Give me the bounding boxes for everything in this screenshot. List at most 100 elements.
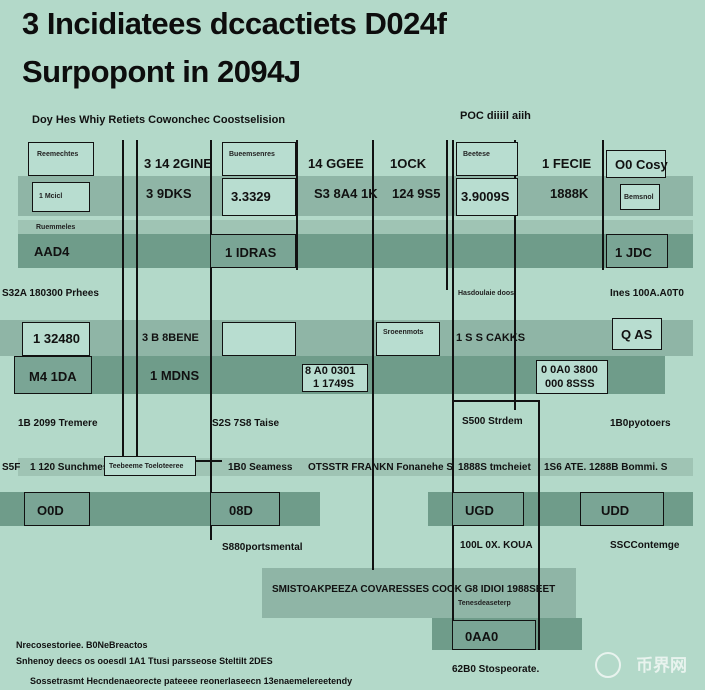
node-box: Teebeeme Toeloteeree bbox=[104, 456, 196, 476]
node-box: 08D bbox=[210, 492, 280, 526]
row-label: S500 Strdem bbox=[462, 416, 523, 427]
side-label-left: S32A 180300 Prhees bbox=[2, 288, 99, 299]
node-label: 3.3329 bbox=[231, 189, 271, 204]
connector-line bbox=[452, 400, 538, 402]
side-label-mid: Hasdoulaie doos bbox=[458, 290, 515, 297]
row-label: S880portsmental bbox=[222, 542, 303, 553]
node-box: 1 IDRAS bbox=[210, 234, 296, 268]
footer-right-label: 62B0 Stospeorate. bbox=[452, 664, 540, 675]
row-label: S2S 7S8 Taise bbox=[212, 418, 280, 429]
node-box bbox=[222, 322, 296, 356]
row-label: S5F bbox=[2, 462, 21, 473]
node-box: Reemechtes bbox=[28, 142, 94, 176]
node-label: Bueemsenres bbox=[229, 151, 275, 158]
node-label: Beetese bbox=[463, 151, 490, 158]
node-box: Bemsnol bbox=[620, 184, 660, 210]
node-box: Sroeenmots bbox=[376, 322, 440, 356]
node-box: O0 Cosy bbox=[606, 150, 668, 178]
title-line-2: Surpopont in 2094J bbox=[22, 54, 301, 89]
node-label: O0D bbox=[37, 503, 64, 518]
node-label: AAD4 bbox=[34, 244, 70, 259]
header-left-label: Doy Hes Whiy Retiets Cowonchec Coostseli… bbox=[32, 114, 286, 126]
node-label: 0 0A0 3800 bbox=[541, 364, 598, 376]
node-label: 3 9DKS bbox=[146, 186, 192, 201]
node-label: O0 Cosy bbox=[615, 157, 668, 172]
node-label: UDD bbox=[601, 503, 630, 518]
node-box: UDD bbox=[580, 492, 664, 526]
node-box: M4 1DA bbox=[14, 356, 92, 394]
node-box: 0AA0 bbox=[452, 620, 536, 650]
node-box: O0D bbox=[24, 492, 90, 526]
node-box: 0 0A0 3800 000 8SSS bbox=[536, 360, 608, 394]
node-label: 1 IDRAS bbox=[225, 245, 277, 260]
node-label: Q AS bbox=[621, 327, 653, 342]
footer-line: Snhenoy deecs os ooesdl 1A1 Ttusi parsse… bbox=[16, 656, 273, 666]
node-label: 1888K bbox=[550, 186, 589, 201]
node-box: Beetese bbox=[456, 142, 518, 176]
row-label: SMISTOAKPEEZA COVARESSES COOK G8 IDIOI 1… bbox=[272, 584, 556, 595]
node-box: 1 Mcicl bbox=[32, 182, 90, 212]
node-box: UGD bbox=[452, 492, 524, 526]
node-label: Reemechtes bbox=[37, 151, 79, 158]
node-box: 1 32480 bbox=[22, 322, 90, 356]
connector-line bbox=[602, 140, 604, 270]
node-label: Bemsnol bbox=[624, 194, 654, 201]
footer-line: Nrecosestoriee. B0NeBreactos bbox=[16, 640, 148, 650]
node-label: 1 Mcicl bbox=[39, 193, 63, 200]
node-label: 8 A0 0301 bbox=[305, 365, 356, 377]
connector-line bbox=[210, 140, 212, 540]
node-box: 1 JDC bbox=[606, 234, 668, 268]
header-right-label: POC diiiil aiih bbox=[460, 110, 531, 122]
row-label: 100L 0X. KOUA bbox=[460, 540, 533, 551]
row-label: 1888S tmcheiet bbox=[458, 462, 531, 473]
node-label: 1 32480 bbox=[33, 331, 80, 346]
band-row-2 bbox=[18, 176, 693, 216]
row-label: 1B0 Seamess bbox=[228, 462, 293, 473]
node-label: S3 8A4 1K bbox=[314, 186, 378, 201]
connector-line bbox=[446, 140, 448, 290]
node-label: 14 GGEE bbox=[308, 156, 364, 171]
connector-line bbox=[122, 140, 124, 460]
band-row-11 bbox=[262, 568, 576, 618]
node-label: 1 1749S bbox=[313, 378, 354, 390]
title-line-1: 3 Incidiatees dccactiets D024f bbox=[22, 6, 447, 41]
node-label: 1 JDC bbox=[615, 245, 652, 260]
node-label: Ruemmeles bbox=[36, 224, 76, 231]
watermark-logo-icon bbox=[595, 652, 621, 678]
row-label: SSCContemge bbox=[610, 540, 680, 551]
connector-line bbox=[136, 140, 138, 460]
node-label: Teebeeme Toeloteeree bbox=[109, 463, 184, 470]
node-label: M4 1DA bbox=[29, 369, 77, 384]
node-label: 124 9S5 bbox=[392, 186, 441, 201]
node-label: 1OCK bbox=[390, 156, 427, 171]
node-label: 3 14 2GINE bbox=[144, 156, 212, 171]
node-label: 08D bbox=[229, 503, 253, 518]
node-label: 3 B 8BENE bbox=[142, 332, 199, 344]
node-label: 000 8SSS bbox=[545, 378, 595, 390]
row-label: OTSSTR FRANKN Fonanehe S bbox=[308, 462, 454, 473]
row-label: 1B0pyotoers bbox=[610, 418, 671, 429]
node-label: 0AA0 bbox=[465, 629, 499, 644]
node-label: 3.9009S bbox=[461, 189, 510, 204]
node-label: 1 S S CAKKS bbox=[456, 332, 526, 344]
band-row-3 bbox=[18, 220, 693, 234]
connector-line bbox=[452, 140, 454, 650]
row-label: 1B 2099 Tremere bbox=[18, 418, 98, 429]
node-label: UGD bbox=[465, 503, 494, 518]
connector-line bbox=[296, 140, 298, 270]
row-label: Tenesdeaseterp bbox=[458, 600, 511, 607]
node-label: 1 FECIE bbox=[542, 156, 592, 171]
band-row-4 bbox=[18, 234, 693, 268]
node-box: Q AS bbox=[612, 318, 662, 350]
footer-line: Sossetrasmt Hecndenaeorecte pateeee reon… bbox=[30, 676, 353, 686]
node-box: 8 A0 0301 1 1749S bbox=[302, 364, 368, 392]
row-label: 1 120 Sunchmes bbox=[30, 462, 109, 473]
node-box: 3.3329 bbox=[222, 178, 296, 216]
node-label: 1 MDNS bbox=[150, 368, 200, 383]
connector-line bbox=[372, 140, 374, 570]
node-box: Bueemsenres bbox=[222, 142, 296, 176]
band-row-5 bbox=[0, 320, 693, 356]
connector-line bbox=[514, 140, 516, 410]
connector-line bbox=[538, 400, 540, 650]
row-label: 1S6 ATE. 1288B Bommi. S bbox=[544, 462, 668, 473]
